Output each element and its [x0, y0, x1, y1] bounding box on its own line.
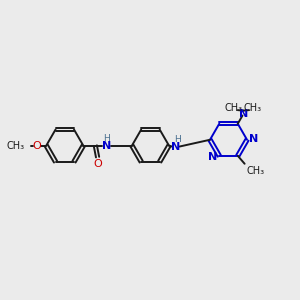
Text: H: H [103, 134, 110, 143]
Text: N: N [208, 152, 218, 162]
Text: CH₃: CH₃ [246, 167, 265, 176]
Text: N: N [102, 141, 111, 151]
Text: CH₃: CH₃ [244, 103, 262, 113]
Text: O: O [93, 159, 102, 169]
Text: O: O [33, 141, 41, 151]
Text: CH₃: CH₃ [225, 103, 243, 113]
Text: N: N [249, 134, 258, 144]
Text: N: N [171, 142, 180, 152]
Text: N: N [239, 109, 248, 118]
Text: CH₃: CH₃ [6, 141, 24, 151]
Text: H: H [174, 135, 181, 144]
